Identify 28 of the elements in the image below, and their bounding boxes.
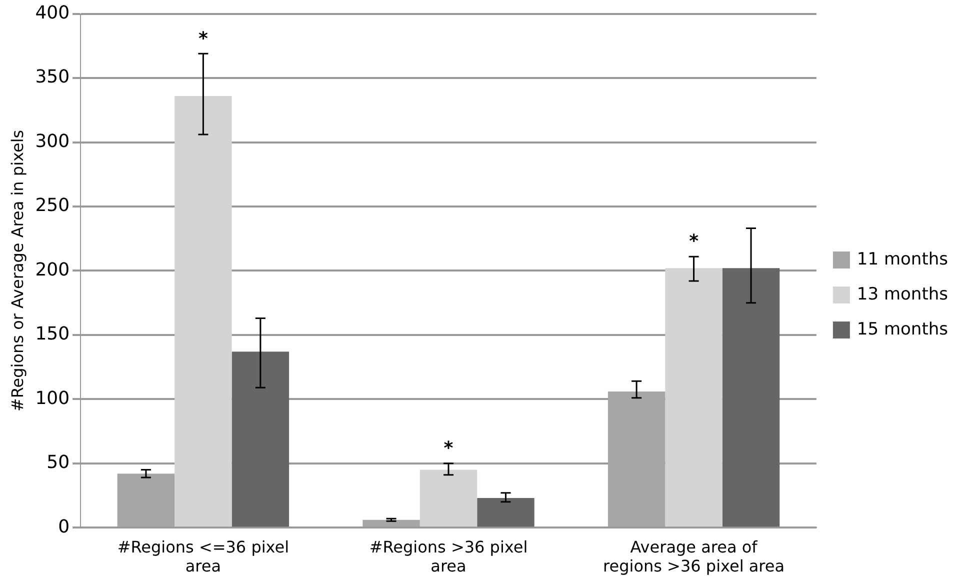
- legend-label: 13 months: [856, 284, 948, 304]
- x-tick-label: Average area of regions >36 pixel area: [603, 537, 785, 576]
- y-tick-label: 0: [58, 516, 70, 538]
- bar: [722, 268, 780, 527]
- bar: [420, 470, 478, 527]
- y-tick-label: 100: [35, 388, 70, 409]
- y-tick-label: 400: [35, 2, 70, 24]
- y-tick-label: 300: [35, 130, 70, 152]
- y-tick-label: 150: [35, 324, 70, 345]
- legend-label: 11 months: [856, 249, 948, 270]
- y-axis-title: #Regions or Average Area in pixels: [8, 130, 27, 412]
- x-tick-label: #Regions >36 pixel area: [369, 537, 528, 576]
- annotation: *: [198, 28, 208, 50]
- bar: [232, 352, 290, 527]
- y-tick-label: 350: [35, 66, 70, 88]
- x-tick-label: #Regions <=36 pixel area: [117, 537, 290, 576]
- bar: [477, 498, 534, 527]
- y-tick-label: 250: [35, 195, 70, 216]
- y-tick-label: 50: [46, 452, 70, 474]
- annotation: *: [444, 438, 454, 460]
- bar: [117, 474, 175, 527]
- bar: [362, 520, 420, 527]
- legend-label: 15 months: [856, 319, 948, 340]
- y-tick-label: 200: [35, 259, 70, 280]
- bar: [665, 268, 722, 527]
- annotation: *: [689, 231, 700, 252]
- bar: [174, 96, 232, 527]
- bar: [608, 391, 666, 527]
